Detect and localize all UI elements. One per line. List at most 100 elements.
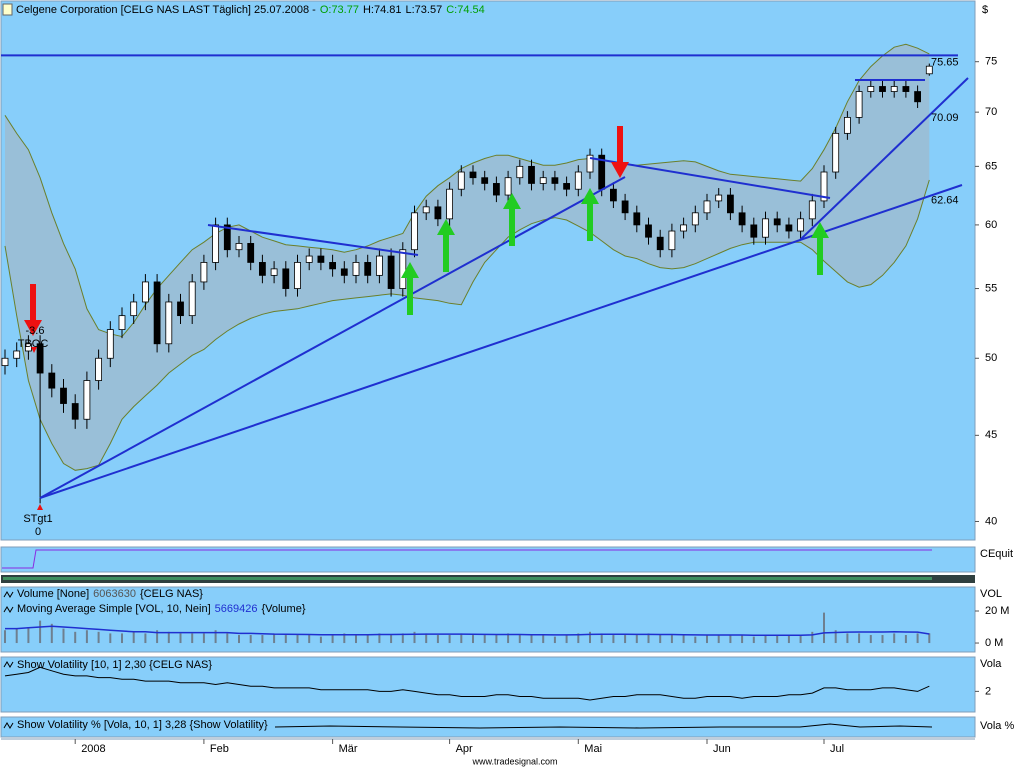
volume-bar	[928, 633, 931, 644]
volume-bar	[577, 633, 580, 644]
volume-bar	[226, 633, 229, 644]
signal-marker	[31, 347, 37, 353]
volume-bar	[390, 635, 393, 644]
volume-bar	[62, 628, 65, 644]
level-label: 70.09	[931, 112, 959, 124]
volume-bar	[331, 635, 334, 644]
volume-bar	[27, 627, 30, 644]
quote-value: H:74.81	[363, 4, 402, 16]
x-tick-label: Feb	[210, 743, 229, 755]
candle-body	[890, 86, 898, 92]
candle-body	[71, 403, 79, 420]
volume-bar	[121, 633, 123, 644]
candle-body	[177, 301, 184, 317]
volume-bar	[706, 635, 708, 644]
x-tick-label: Mär	[339, 743, 358, 755]
volume-bar	[799, 635, 802, 644]
volume: Volume [None] 6063630 {CELG NAS} Moving Ave…	[3, 588, 1009, 649]
quote-value: C:74.54	[446, 4, 485, 16]
candle-body	[855, 91, 863, 118]
candle-body	[188, 281, 196, 317]
volume-bar	[436, 635, 439, 644]
candle-body	[633, 212, 641, 226]
volume-bar	[460, 633, 463, 644]
candle-body	[797, 218, 804, 232]
y-tick-label: 0 M	[985, 637, 1003, 649]
volume-bar	[4, 630, 6, 644]
legend-source: {CELG NAS}	[140, 588, 203, 600]
volatility-line	[4, 666, 930, 701]
candle-body	[867, 86, 875, 92]
volume-bar	[904, 635, 907, 644]
y-tick-label: 50	[985, 352, 997, 364]
volume-bar	[156, 630, 159, 644]
trendlines	[39, 77, 969, 499]
candle-body	[118, 315, 126, 330]
x-axis-labels: 2008 Feb Mär Apr Mai Jun Jul	[74, 739, 844, 755]
candle-body	[130, 301, 138, 317]
volume-bar	[752, 636, 755, 644]
candle-body	[83, 380, 91, 420]
volume-bar	[869, 635, 872, 644]
candle-body	[563, 183, 570, 190]
volume-bar	[530, 635, 533, 644]
x-tick-label: Jul	[830, 743, 844, 755]
volatility-pct-line	[274, 723, 933, 729]
legend-source: {Volume}	[261, 603, 305, 615]
legend-name: Volume [None]	[17, 588, 89, 600]
volume-bar	[846, 633, 849, 644]
volume-bar	[787, 635, 790, 644]
volume-bar	[191, 633, 194, 644]
legend-icon	[3, 606, 14, 613]
candle-body	[820, 171, 828, 202]
candle-body	[422, 206, 430, 214]
volume-bar	[729, 635, 732, 644]
target-label: STgt1	[23, 513, 52, 525]
lower-band	[4, 179, 930, 471]
candle-body	[879, 86, 886, 92]
volume-bar	[811, 631, 814, 644]
y-tick-label: 60	[985, 219, 997, 231]
candle-body	[528, 165, 535, 184]
volume-bar	[355, 635, 357, 644]
volume-bar	[50, 623, 53, 644]
candle-body	[329, 262, 337, 270]
volume-bar	[167, 631, 170, 644]
candle-body	[294, 262, 301, 289]
y-tick-label: 65	[985, 160, 997, 172]
candle-body	[235, 243, 243, 251]
legend-entry: Volume [None] 6063630 {CELG NAS}	[17, 588, 203, 600]
quote-value: O:73.77	[320, 4, 359, 16]
volume-bar	[694, 636, 697, 644]
chart-title: Celgene Corporation [CELG NAS LAST Tägli…	[16, 4, 485, 16]
volume-bar	[893, 633, 896, 644]
volume-bar	[823, 612, 825, 644]
candle-body	[387, 255, 395, 289]
candle-body	[656, 236, 664, 251]
candle-body	[785, 224, 793, 232]
volume-bar	[858, 633, 861, 644]
volume-bar	[296, 635, 299, 644]
sell-arrow	[611, 126, 629, 178]
volatility: Show Volatility [10, 1] 2,30 {CELG NAS} 2…	[3, 658, 1002, 701]
candle-body	[773, 218, 781, 226]
candle-body	[914, 91, 921, 103]
volume-bar	[366, 635, 369, 644]
signal-arrows	[24, 126, 829, 510]
x-tick-label: Mai	[584, 743, 602, 755]
footer: www.tradesignal.com	[471, 756, 557, 766]
equity-panel	[0, 546, 976, 573]
y-tick-label: 20 M	[985, 605, 1009, 617]
buy-arrow	[401, 262, 419, 315]
volume-bar	[635, 635, 638, 644]
candle-body	[457, 171, 465, 190]
candle-body	[727, 194, 734, 214]
volume-bar	[425, 633, 428, 644]
sell-arrow	[24, 284, 42, 336]
candle-body	[212, 224, 220, 263]
candle-body	[36, 343, 44, 374]
volume-bar	[39, 620, 42, 644]
candle-body	[106, 329, 114, 359]
candle-body	[165, 301, 173, 345]
